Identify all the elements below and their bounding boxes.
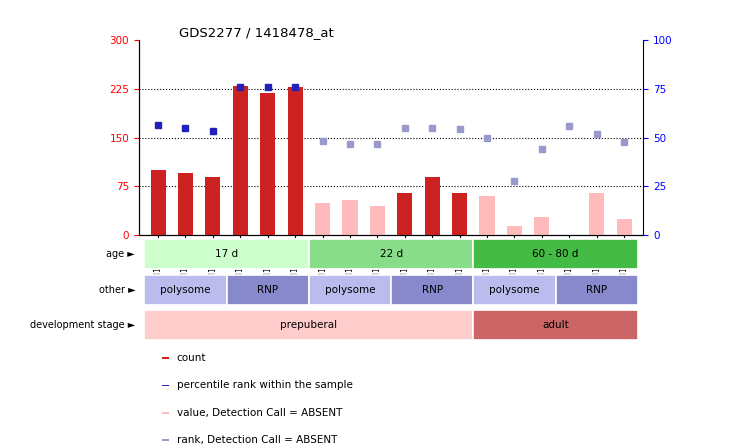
Text: prepuberal: prepuberal	[280, 320, 338, 330]
Bar	[370, 206, 385, 235]
Bar	[474, 310, 638, 340]
Text: RNP: RNP	[422, 285, 443, 295]
Bar	[260, 93, 276, 235]
Bar	[287, 87, 303, 235]
Bar	[342, 199, 357, 235]
Text: 60 - 80 d: 60 - 80 d	[532, 249, 579, 259]
Bar	[452, 193, 467, 235]
Text: RNP: RNP	[586, 285, 607, 295]
Bar	[145, 239, 309, 269]
Bar	[391, 275, 474, 305]
Text: polysome: polysome	[160, 285, 211, 295]
Bar	[145, 310, 474, 340]
Bar	[232, 86, 248, 235]
Bar	[616, 219, 632, 235]
Text: percentile rank within the sample: percentile rank within the sample	[177, 381, 352, 390]
Text: value, Detection Call = ABSENT: value, Detection Call = ABSENT	[177, 408, 342, 418]
Bar	[507, 226, 522, 235]
Bar	[589, 193, 605, 235]
Text: rank, Detection Call = ABSENT: rank, Detection Call = ABSENT	[177, 435, 337, 444]
Bar	[315, 203, 330, 235]
Text: adult: adult	[542, 320, 569, 330]
Bar	[425, 177, 440, 235]
Bar	[534, 217, 550, 235]
Text: age ►: age ►	[107, 249, 135, 259]
Text: RNP: RNP	[257, 285, 279, 295]
Bar	[162, 385, 169, 386]
Text: 22 d: 22 d	[379, 249, 403, 259]
Bar	[162, 439, 169, 441]
Bar	[145, 275, 227, 305]
Bar	[151, 170, 166, 235]
Bar	[397, 193, 412, 235]
Text: 17 d: 17 d	[215, 249, 238, 259]
Text: polysome: polysome	[489, 285, 539, 295]
Bar	[474, 239, 638, 269]
Bar	[162, 412, 169, 414]
Bar	[178, 174, 193, 235]
Bar	[480, 196, 495, 235]
Bar	[205, 177, 221, 235]
Text: other ►: other ►	[99, 285, 135, 295]
Text: polysome: polysome	[325, 285, 375, 295]
Text: development stage ►: development stage ►	[30, 320, 135, 330]
Text: GDS2277 / 1418478_at: GDS2277 / 1418478_at	[179, 26, 334, 39]
Bar	[309, 239, 474, 269]
Bar	[227, 275, 309, 305]
Bar	[309, 275, 391, 305]
Bar	[474, 275, 556, 305]
Text: count: count	[177, 353, 206, 363]
Bar	[556, 275, 638, 305]
Bar	[162, 357, 169, 359]
